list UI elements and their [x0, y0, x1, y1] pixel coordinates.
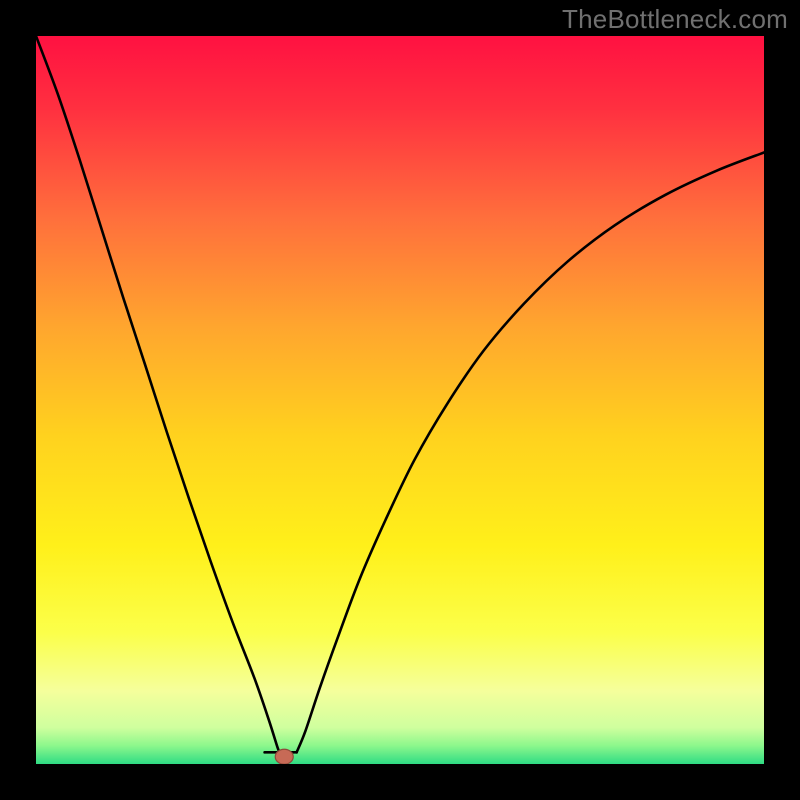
chart-container: TheBottleneck.com [0, 0, 800, 800]
chart-svg [0, 0, 800, 800]
minimum-marker [275, 749, 293, 764]
chart-plot-area [36, 36, 764, 764]
